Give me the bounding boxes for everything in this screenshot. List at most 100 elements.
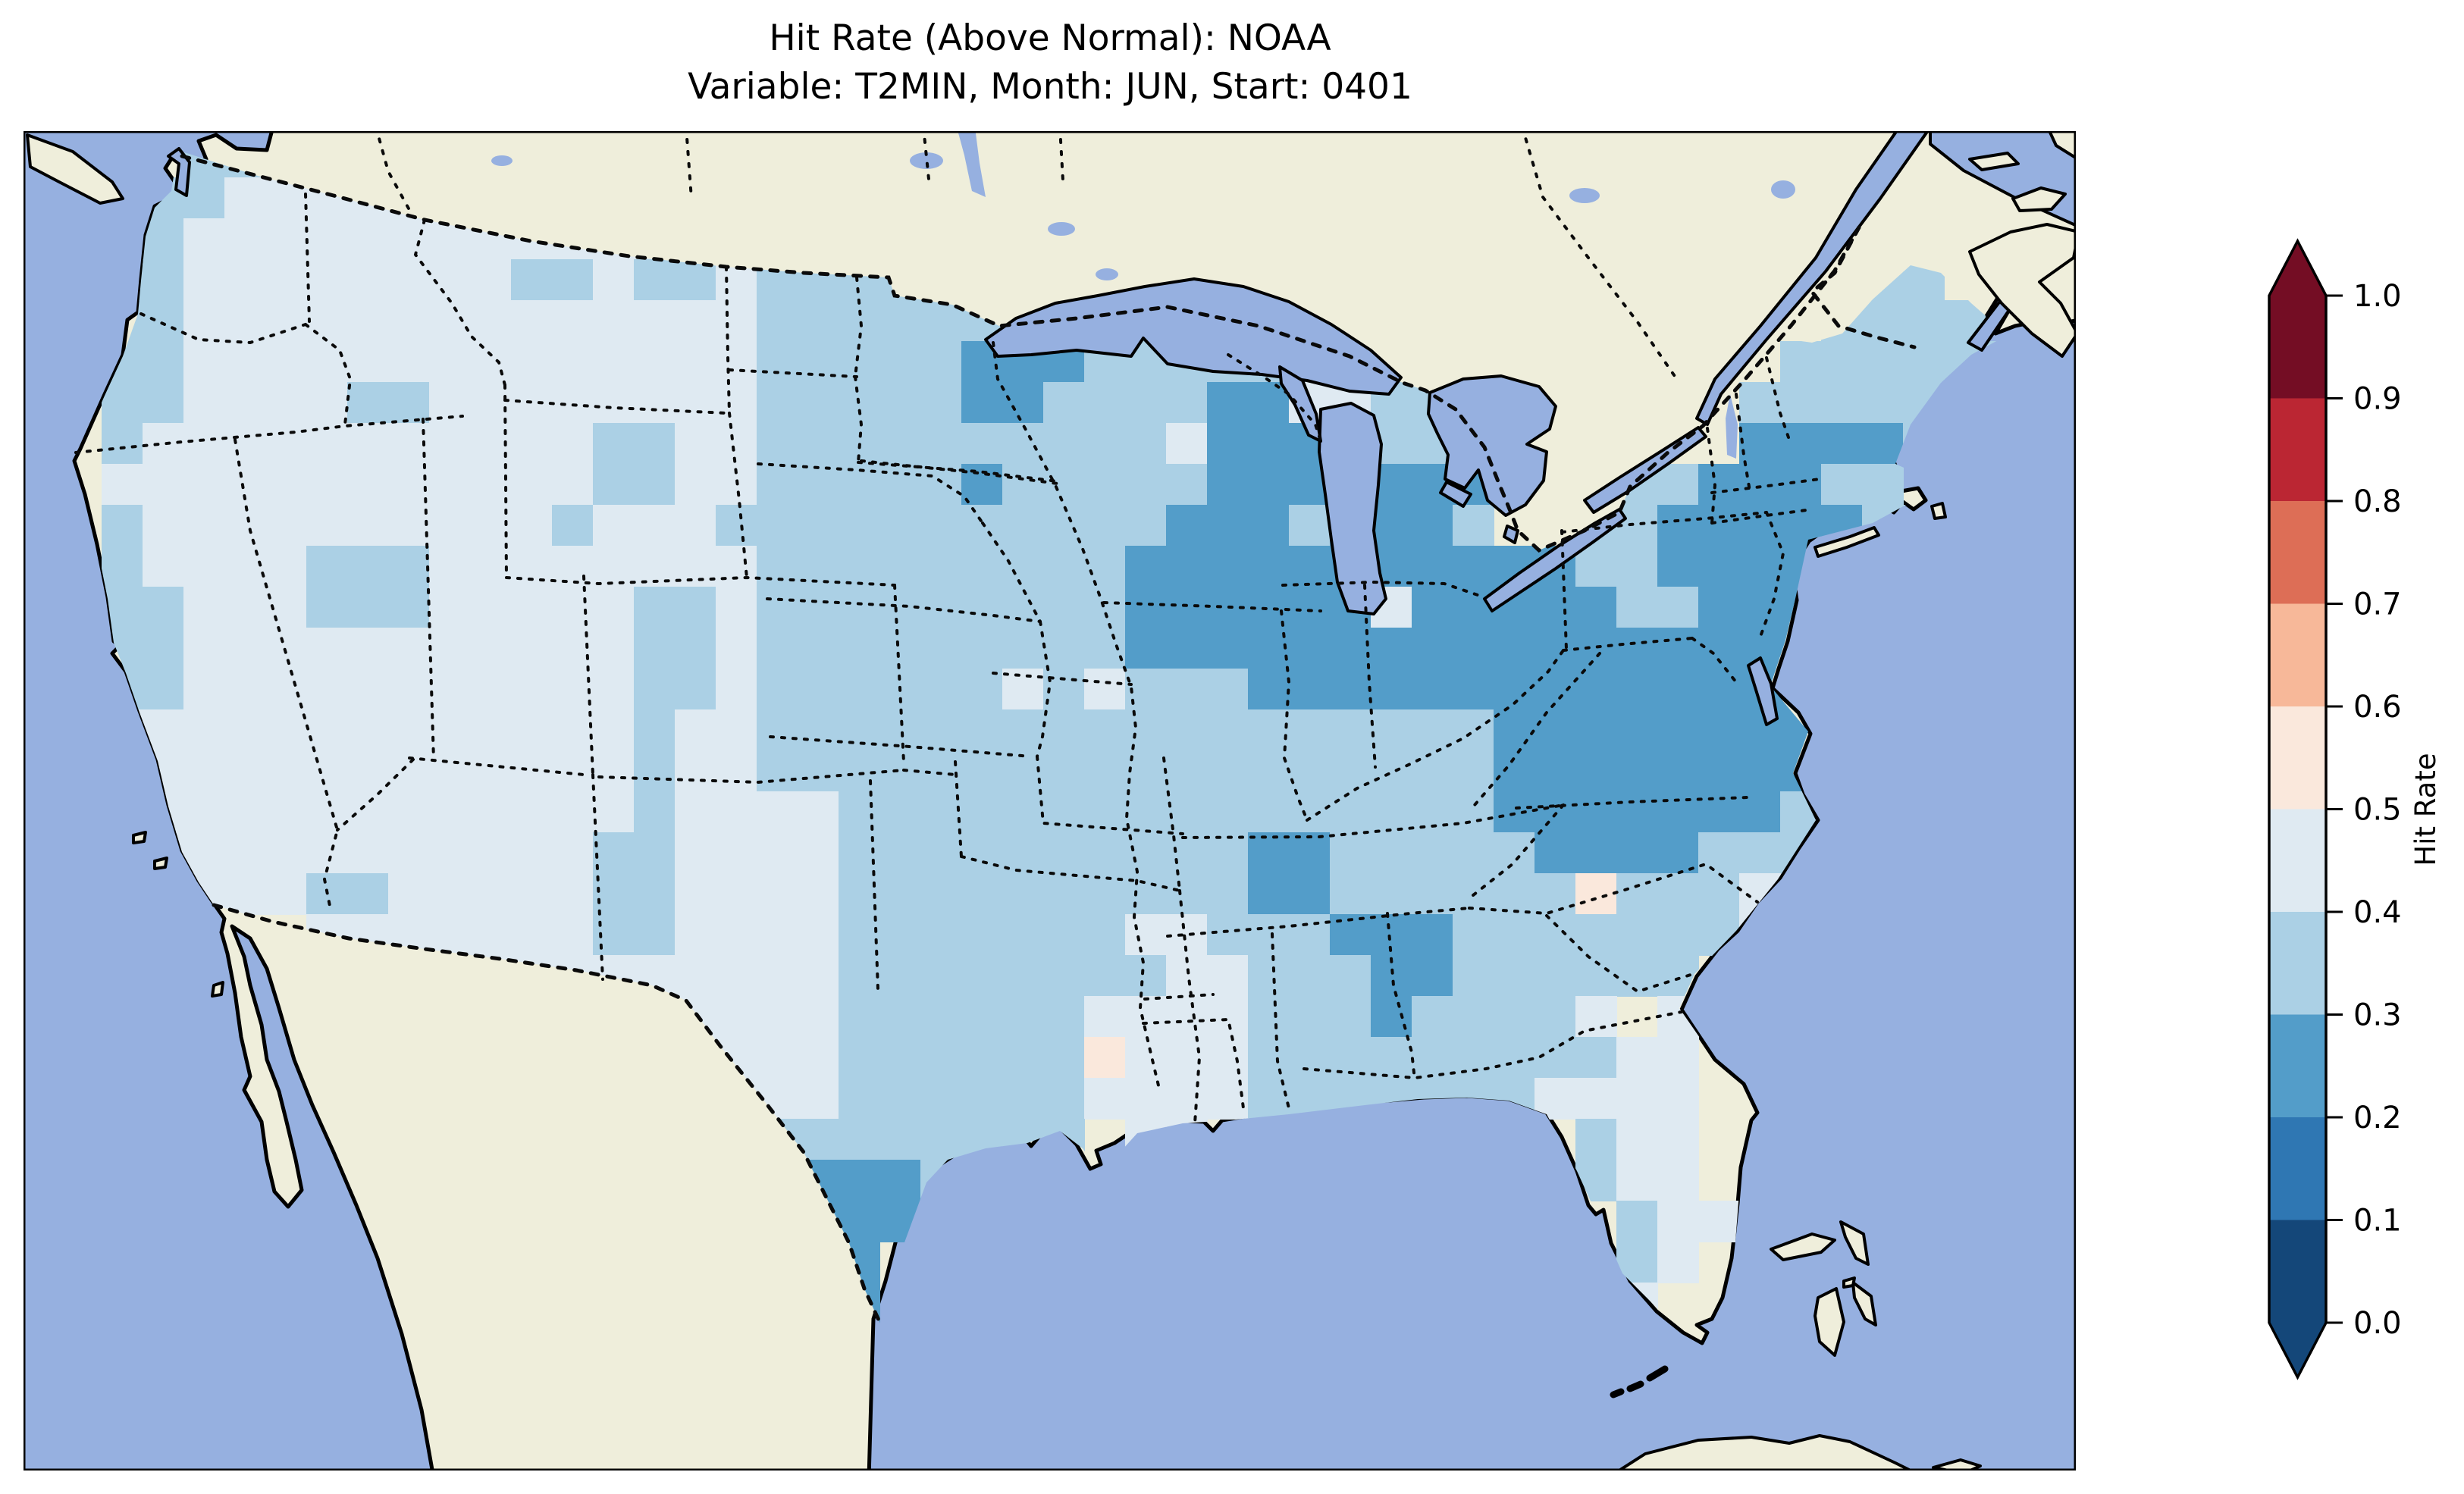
grid-cell <box>1371 996 1412 1038</box>
grid-cell <box>798 628 839 669</box>
grid-cell <box>511 464 553 506</box>
grid-cell <box>920 628 962 669</box>
grid-cell <box>757 709 798 751</box>
grid-cell <box>306 218 348 260</box>
grid-cell <box>634 832 676 874</box>
grid-cell <box>183 791 225 833</box>
grid-cell <box>1535 791 1576 833</box>
grid-cell <box>429 832 471 874</box>
green-bay <box>1278 365 1322 443</box>
grid-cell <box>920 505 962 547</box>
grid-cell <box>1371 791 1412 833</box>
grid-cell <box>1616 546 1658 587</box>
grid-cell <box>716 382 757 424</box>
colorbar-segment <box>2269 912 2326 1015</box>
grid-cell <box>1289 505 1331 547</box>
grid-cell <box>1043 873 1085 915</box>
grid-cell <box>470 873 512 915</box>
grid-cell <box>716 914 757 956</box>
grid-cell <box>1002 546 1044 587</box>
grid-cell <box>1207 996 1249 1038</box>
grid-cell <box>757 587 798 628</box>
grid-cell <box>1084 832 1126 874</box>
grid-cell <box>1739 382 1781 424</box>
cape-cod-island <box>1930 502 1947 520</box>
grid-cell <box>1862 464 1904 506</box>
grid-cell <box>102 505 143 547</box>
grid-cell <box>224 791 266 833</box>
grid-cell <box>879 382 921 424</box>
grid-cell <box>1494 628 1535 669</box>
grid-cell <box>757 873 798 915</box>
grid-cell <box>306 505 348 547</box>
grid-cell <box>961 914 1003 956</box>
grid-cell <box>675 955 716 997</box>
grid-cell <box>143 546 184 587</box>
colorbar: 1.0 0.9 0.8 0.7 0.6 0.5 0.4 0.3 0.2 0.1 0.0 Hit Ra… <box>2268 238 2442 1380</box>
grid-cell <box>1207 914 1249 956</box>
grid-cell <box>224 546 266 587</box>
grid-cell <box>102 423 143 465</box>
colorbar-segment <box>2269 296 2326 399</box>
grid-cell <box>1002 505 1044 547</box>
grid-cell <box>920 546 962 587</box>
grid-cell <box>1207 628 1249 669</box>
grid-cell <box>265 750 307 792</box>
anticosti-island <box>1968 152 2020 171</box>
grid-cell <box>1371 669 1412 710</box>
grid-cell <box>511 669 553 710</box>
grid-cell <box>1084 546 1126 587</box>
grid-cell <box>1084 464 1126 506</box>
grid-cell <box>1207 669 1249 710</box>
grid-cell <box>961 873 1003 915</box>
puget-sound <box>167 147 191 197</box>
grid-cell <box>552 546 594 587</box>
grid-cell <box>1862 341 1904 383</box>
grid-cell <box>388 505 430 547</box>
grid-cell <box>798 1119 839 1160</box>
grid-cell <box>1739 832 1781 874</box>
grid-cell <box>1002 791 1044 833</box>
grid-cell <box>347 791 389 833</box>
grid-cell <box>224 177 266 219</box>
grid-cell <box>1412 873 1453 915</box>
grid-cell <box>920 382 962 424</box>
grid-cell <box>1698 546 1740 587</box>
grid-cell <box>634 791 676 833</box>
grid-cell <box>1371 832 1412 874</box>
grid-cell <box>675 587 716 628</box>
grid-cell <box>1125 546 1167 587</box>
grid-cell <box>1289 1037 1331 1079</box>
grid-cell <box>1780 382 1822 424</box>
grid-cell <box>879 914 921 956</box>
grid-cell <box>1535 914 1576 956</box>
grid-cell <box>716 546 757 587</box>
grid-cell <box>634 382 676 424</box>
grid-cell <box>716 341 757 383</box>
grid-cell <box>1616 791 1658 833</box>
grid-cell <box>1289 587 1331 628</box>
grid-cell <box>429 423 471 465</box>
grid-cell <box>224 423 266 465</box>
grid-cell <box>757 628 798 669</box>
grid-cell <box>1657 873 1699 915</box>
grid-cell <box>798 791 839 833</box>
grid-cell <box>429 464 471 506</box>
grid-cell <box>1616 1201 1658 1242</box>
grid-cell <box>839 914 880 956</box>
grid-cell <box>1043 709 1085 751</box>
grid-cell <box>347 259 389 301</box>
grid-cell <box>675 505 716 547</box>
grid-cell <box>552 382 594 424</box>
grid-cell <box>961 546 1003 587</box>
grid-cell <box>1575 546 1617 587</box>
grid-cell <box>1453 996 1494 1038</box>
grid-cell <box>143 505 184 547</box>
long-island <box>1814 526 1880 558</box>
grid-cell <box>1166 1078 1208 1120</box>
grid-cell <box>675 341 716 383</box>
province-border-mb-on <box>1058 131 1064 182</box>
grid-cell <box>675 873 716 915</box>
grid-cell <box>224 669 266 710</box>
bahamas-cay <box>1842 1276 1856 1289</box>
